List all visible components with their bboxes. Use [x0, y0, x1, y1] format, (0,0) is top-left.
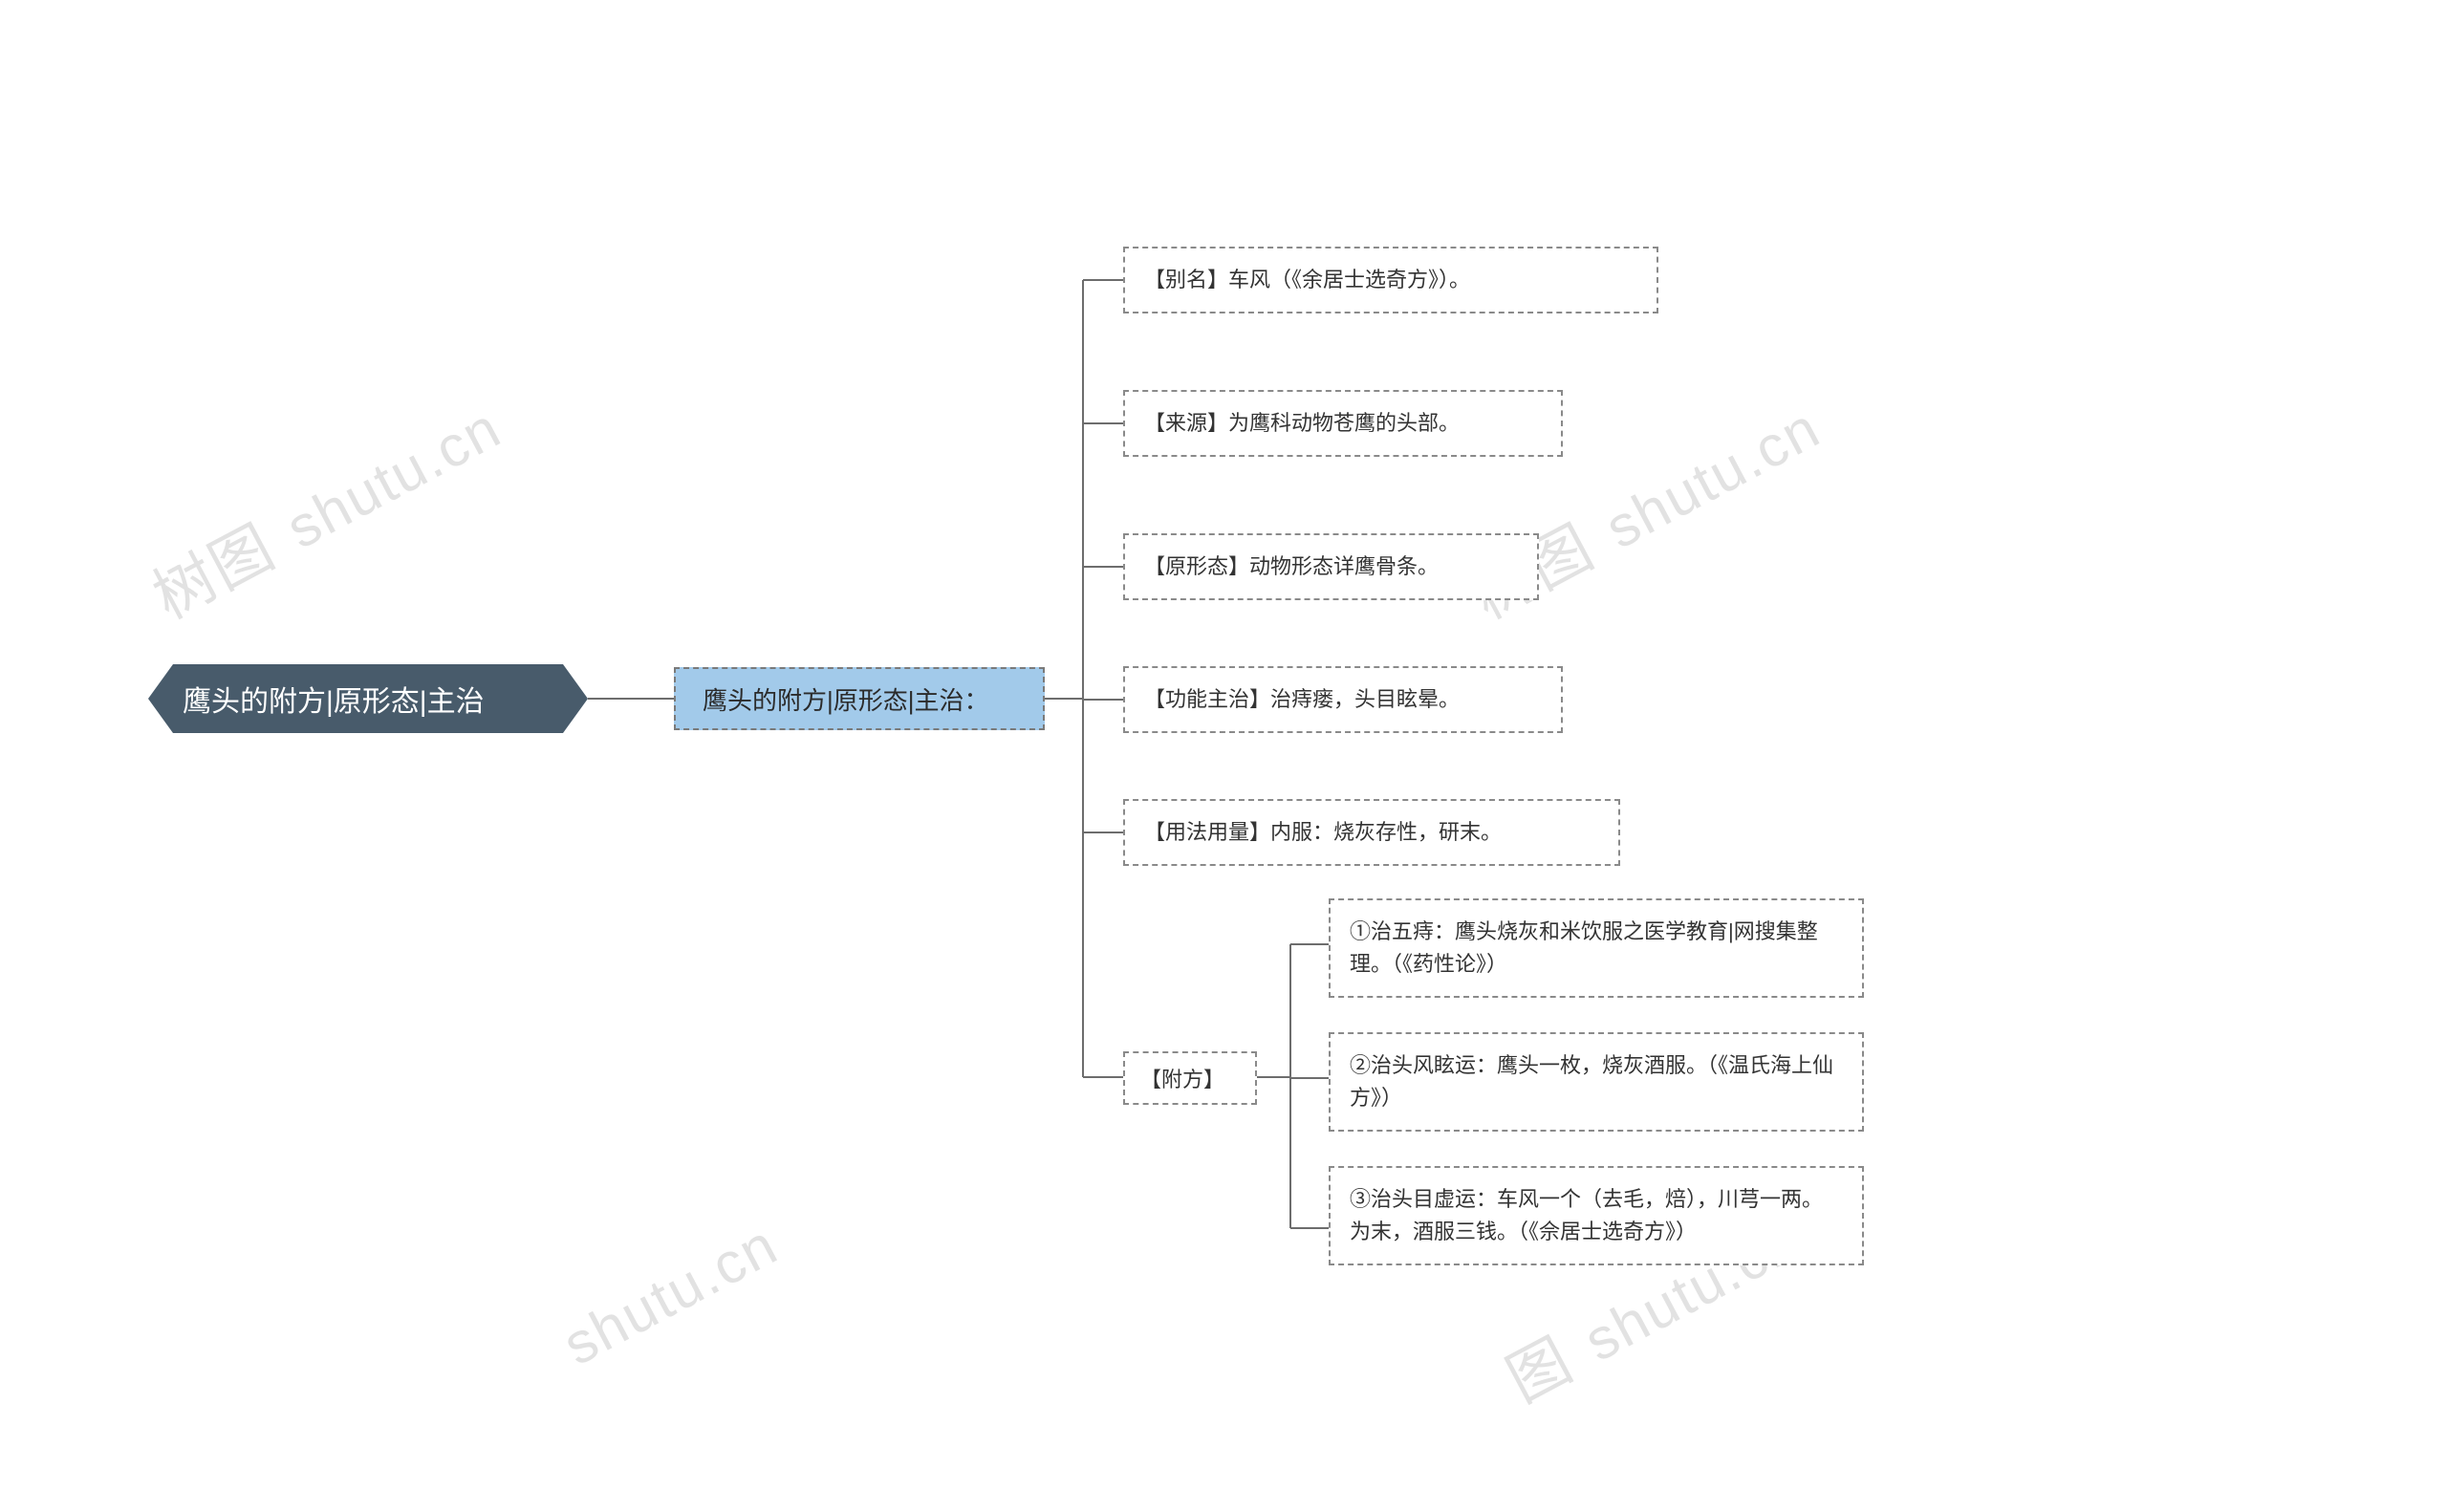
- sub-leaf-3: ③治头目虚运：车风一个（去毛，焙），川芎一两。为末，酒服三钱。（《佘居士选奇方》…: [1329, 1166, 1864, 1265]
- leaf-form: 【原形态】动物形态详鹰骨条。: [1123, 533, 1539, 600]
- sub-parent-label: 【附方】: [1140, 1063, 1224, 1093]
- sub-leaf-label: ②治头风眩运：鹰头一枚，烧灰酒服。（《温氏海上仙方》）: [1350, 1049, 1843, 1114]
- leaf-label: 【来源】为鹰科动物苍鹰的头部。: [1144, 407, 1460, 440]
- leaf-label: 【功能主治】治痔瘘，头目眩晕。: [1144, 683, 1460, 716]
- leaf-source: 【来源】为鹰科动物苍鹰的头部。: [1123, 390, 1563, 457]
- leaf-function: 【功能主治】治痔瘘，头目眩晕。: [1123, 666, 1563, 733]
- watermark: 树图 shutu.cn: [136, 379, 514, 637]
- sub-parent-formula: 【附方】: [1123, 1051, 1257, 1105]
- leaf-label: 【原形态】动物形态详鹰骨条。: [1144, 551, 1439, 583]
- leaf-label: 【用法用量】内服：烧灰存性，研末。: [1144, 816, 1502, 849]
- level1-label: 鹰头的附方|原形态|主治：: [703, 681, 989, 717]
- leaf-alias: 【别名】车风（《余居士选奇方》）。: [1123, 247, 1658, 313]
- sub-leaf-label: ③治头目虚运：车风一个（去毛，焙），川芎一两。为末，酒服三钱。（《佘居士选奇方》…: [1350, 1183, 1843, 1248]
- watermark: shutu.cn: [552, 1211, 789, 1378]
- root-node: 鹰头的附方|原形态|主治: [148, 664, 588, 733]
- level1-node: 鹰头的附方|原形态|主治：: [674, 667, 1045, 730]
- leaf-usage: 【用法用量】内服：烧灰存性，研末。: [1123, 799, 1620, 866]
- sub-leaf-label: ①治五痔：鹰头烧灰和米饮服之医学教育|网搜集整理。（《药性论》）: [1350, 916, 1843, 981]
- connector-lines: [0, 0, 2447, 1512]
- root-label: 鹰头的附方|原形态|主治: [183, 678, 485, 720]
- sub-leaf-2: ②治头风眩运：鹰头一枚，烧灰酒服。（《温氏海上仙方》）: [1329, 1032, 1864, 1132]
- sub-leaf-1: ①治五痔：鹰头烧灰和米饮服之医学教育|网搜集整理。（《药性论》）: [1329, 898, 1864, 998]
- leaf-label: 【别名】车风（《余居士选奇方》）。: [1144, 264, 1470, 296]
